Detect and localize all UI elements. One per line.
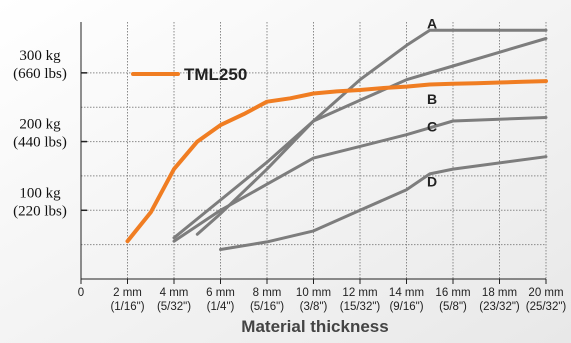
- y-tick-label-kg: 200 kg: [19, 117, 61, 133]
- x-tick-label-mm: 4 mm: [160, 287, 189, 299]
- x-tick-label-mm: 10 mm: [296, 287, 331, 299]
- series-line-tml250: [125, 79, 548, 244]
- axes: [80, 22, 547, 284]
- legend-label-tml250: TML250: [184, 65, 247, 84]
- x-tick-label-inch: (5/32"): [157, 301, 191, 313]
- y-tick-label-lbs: (660 lbs): [13, 66, 67, 82]
- series-label-d: D: [427, 173, 437, 189]
- y-tick-label-lbs: (440 lbs): [13, 135, 67, 151]
- y-tick-label-lbs: (220 lbs): [13, 203, 67, 219]
- x-tick-label-mm: 14 mm: [389, 287, 424, 299]
- legend: TML250: [131, 65, 247, 84]
- x-tick-label-mm: 20 mm: [528, 287, 563, 299]
- x-tick-label-inch: (1/16"): [110, 301, 144, 313]
- x-tick-label-mm: 12 mm: [342, 287, 377, 299]
- x-tick-label-mm: 2 mm: [113, 287, 142, 299]
- x-tick-label-inch: (1/4"): [207, 301, 235, 313]
- x-axis-title: Material thickness: [241, 317, 388, 336]
- series-lines: [125, 28, 548, 251]
- x-tick-label-mm: 18 mm: [482, 287, 517, 299]
- x-tick-label-mm: 0: [78, 287, 84, 299]
- y-tick-label-kg: 100 kg: [19, 185, 61, 201]
- x-tick-label-inch: (5/16"): [250, 301, 284, 313]
- grid: [81, 22, 547, 279]
- series-label-c: C: [427, 118, 437, 134]
- series-labels: A BC D: [427, 15, 437, 189]
- series-line-c: [172, 116, 548, 243]
- x-tick-label-inch: (23/32"): [479, 301, 520, 313]
- x-tick-label-mm: 6 mm: [206, 287, 235, 299]
- y-tick-labels: 100 kg (220 lbs) 200 kg (440 lbs) 300 kg (660…: [13, 48, 67, 219]
- x-tick-labels: 0 2 mm (1/16") 4 mm (5/32") 6 mm (1/4") 8 mm (5/…: [78, 287, 567, 313]
- x-tick-label-inch: (15/32"): [340, 301, 381, 313]
- x-tick-label-mm: 8 mm: [253, 287, 282, 299]
- x-tick-label-mm: 16 mm: [435, 287, 470, 299]
- x-tick-label-inch: (25/32"): [526, 301, 567, 313]
- x-tick-label-inch: (9/16"): [389, 301, 423, 313]
- series-line-d: [219, 155, 548, 251]
- series-label-b: B: [427, 91, 437, 107]
- series-label-a: A: [427, 15, 437, 31]
- y-tick-label-kg: 300 kg: [19, 48, 61, 64]
- x-tick-label-inch: (3/8"): [300, 301, 328, 313]
- series-line-a: [172, 28, 548, 240]
- x-tick-label-inch: (5/8"): [439, 301, 467, 313]
